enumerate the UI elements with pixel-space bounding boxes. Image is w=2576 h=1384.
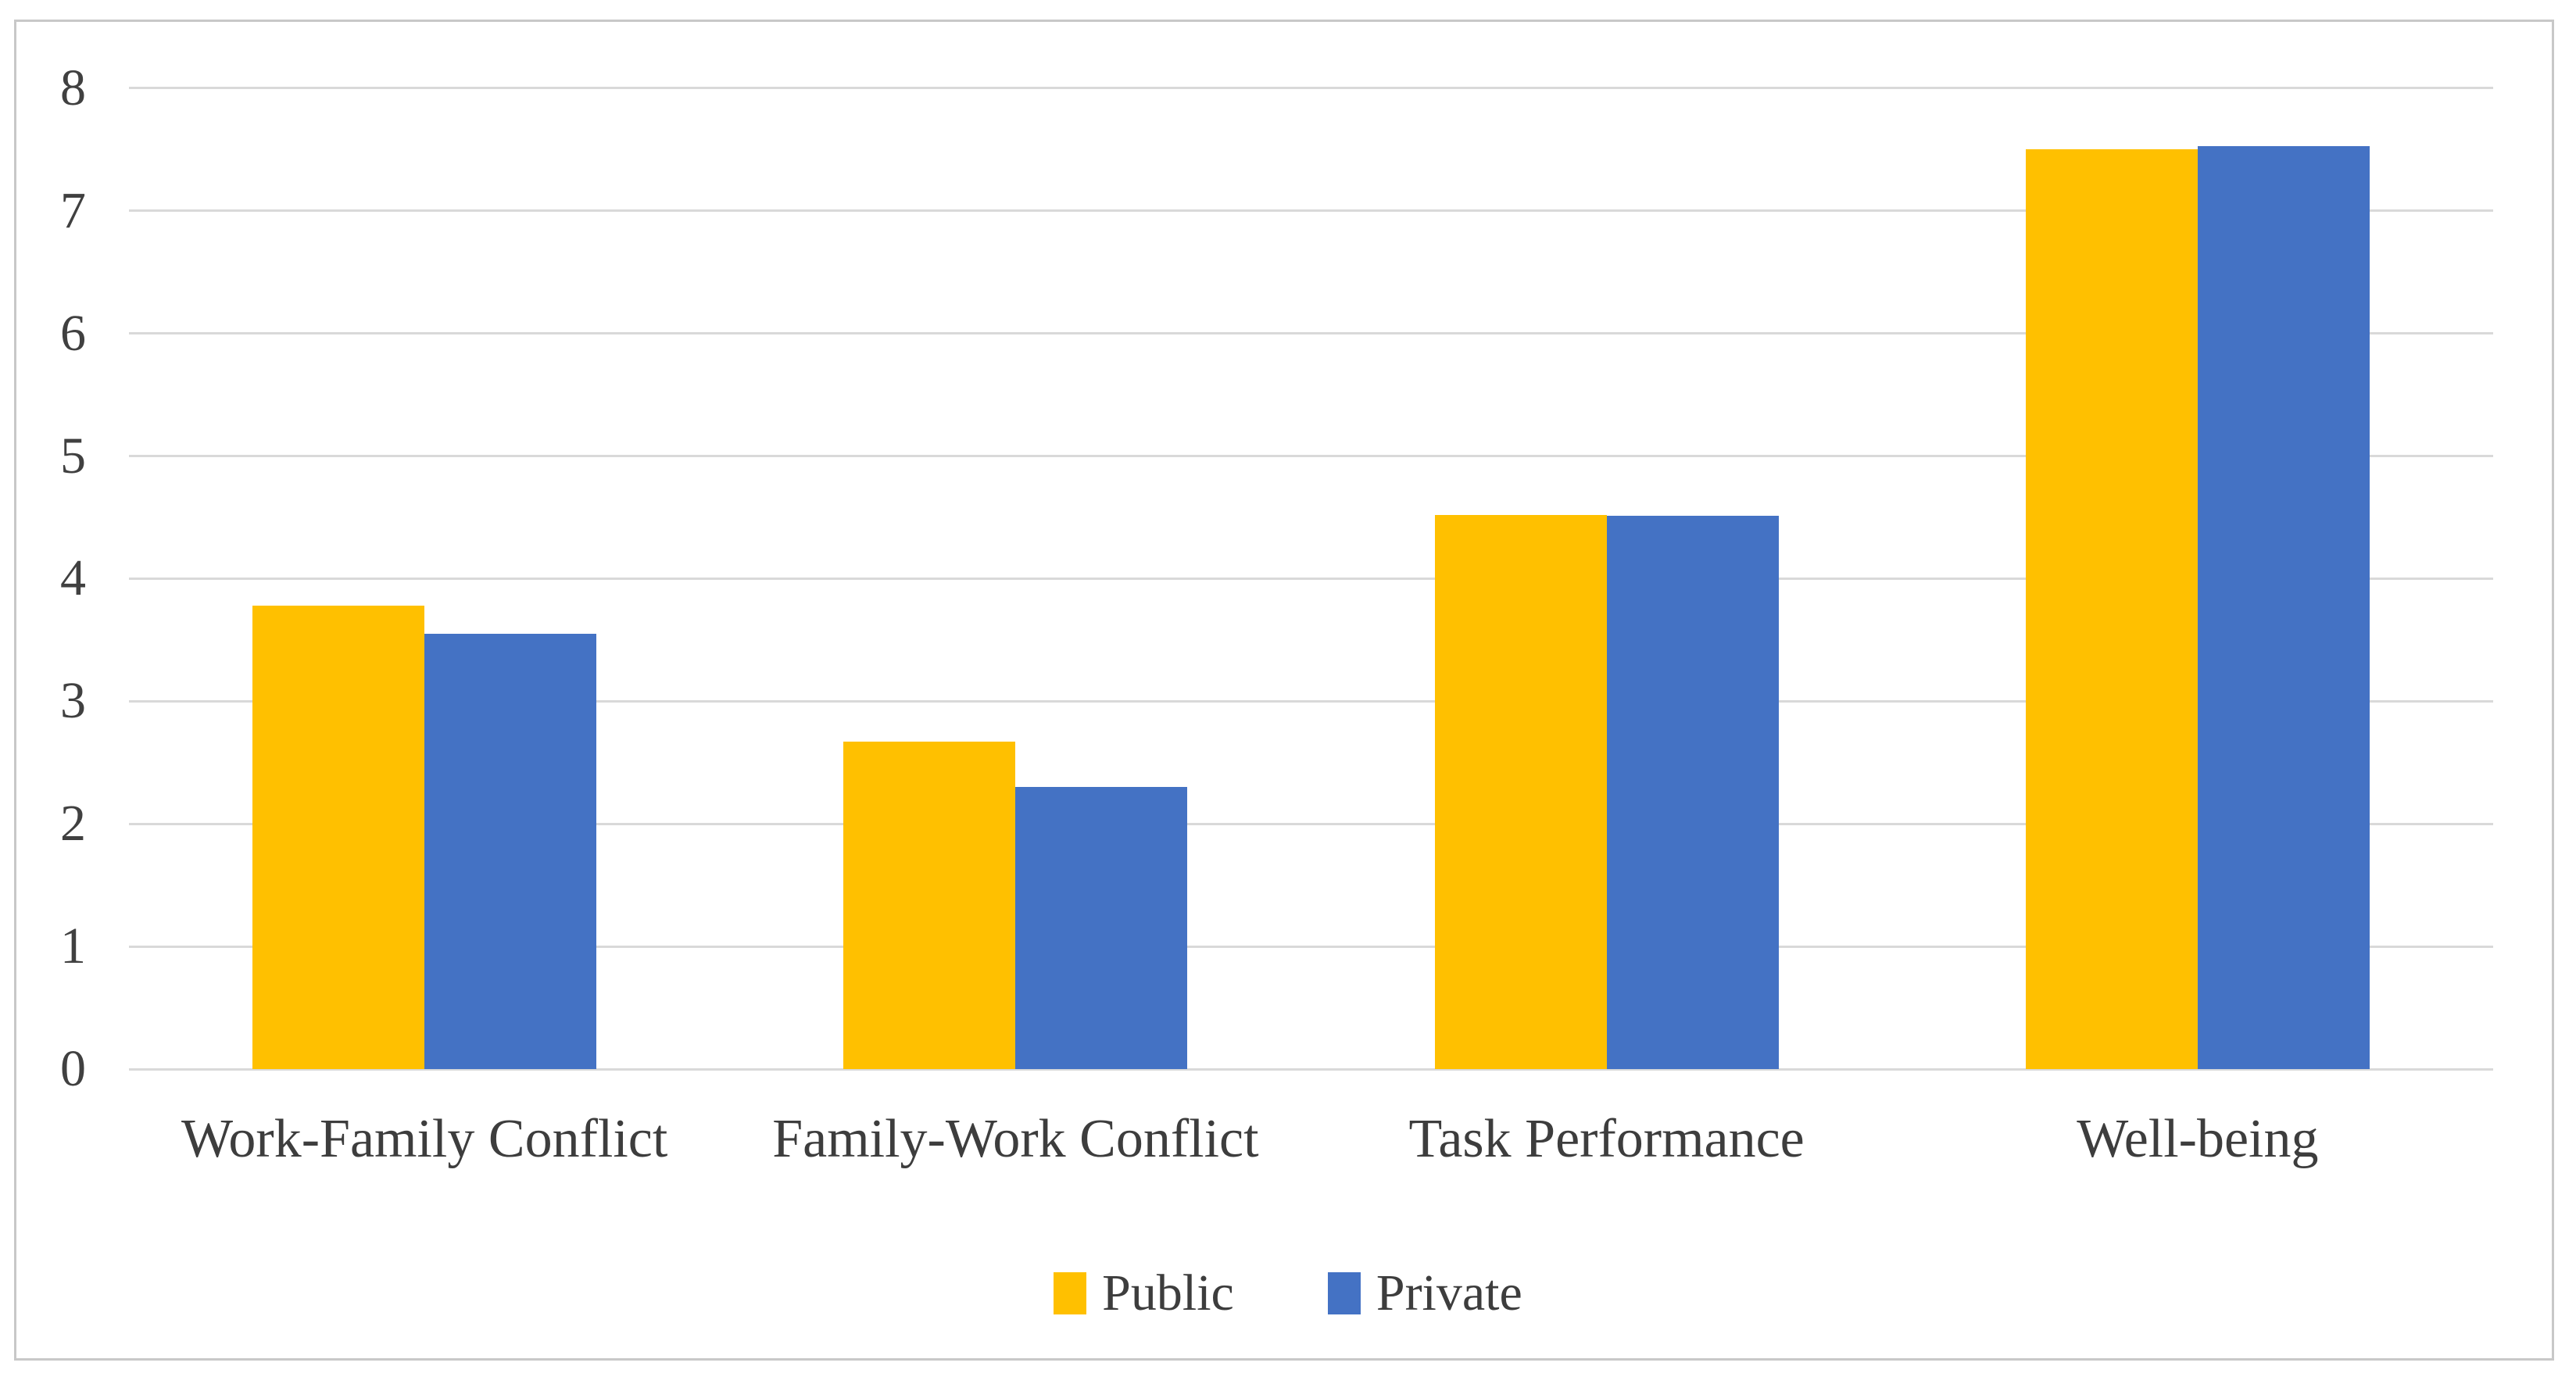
gridline-y2	[129, 822, 2493, 825]
bar-public-work-family-conflict	[252, 605, 425, 1069]
bar-private-family-work-conflict	[1015, 787, 1188, 1069]
legend-swatch-public	[1054, 1272, 1087, 1314]
gridline-y7	[129, 209, 2493, 213]
gridline-y0	[129, 1068, 2493, 1071]
y-axis-tick-label-7: 7	[60, 181, 86, 239]
y-axis-tick-label-5: 5	[60, 427, 86, 485]
bar-public-well-being	[2025, 149, 2198, 1069]
x-axis-label-well-being: Well-being	[2077, 1109, 2319, 1169]
legend-label-public: Public	[1102, 1264, 1234, 1321]
legend-label-private: Private	[1376, 1264, 1522, 1321]
bar-private-well-being	[2197, 145, 2370, 1069]
legend-item-private: Private	[1327, 1264, 1522, 1321]
chart-border	[14, 20, 2554, 1361]
y-axis-tick-label-0: 0	[60, 1040, 86, 1097]
gridline-y3	[129, 699, 2493, 703]
x-axis-label-task-performance: Task Performance	[1408, 1109, 1805, 1169]
bar-public-task-performance	[1434, 514, 1607, 1069]
y-axis-tick-label-6: 6	[60, 304, 86, 362]
gridline-y8	[129, 87, 2493, 90]
bar-private-task-performance	[1606, 516, 1779, 1069]
bar-private-work-family-conflict	[424, 634, 597, 1069]
x-axis-label-work-family-conflict: Work-Family Conflict	[181, 1109, 668, 1169]
bar-public-family-work-conflict	[843, 742, 1016, 1069]
y-axis-tick-label-1: 1	[60, 917, 86, 975]
y-axis-tick-label-8: 8	[60, 59, 86, 116]
gridline-y1	[129, 945, 2493, 948]
y-axis-tick-label-4: 4	[60, 549, 86, 607]
chart-legend: Public Private	[0, 1260, 2576, 1327]
gridline-y6	[129, 332, 2493, 335]
gridline-y4	[129, 577, 2493, 580]
x-axis-label-family-work-conflict: Family-Work Conflict	[772, 1109, 1259, 1169]
y-axis-tick-label-2: 2	[60, 795, 86, 853]
legend-item-public: Public	[1054, 1266, 1234, 1321]
legend-swatch-private	[1327, 1272, 1361, 1314]
y-axis-tick-label-3: 3	[60, 672, 86, 730]
gridline-y5	[129, 455, 2493, 457]
